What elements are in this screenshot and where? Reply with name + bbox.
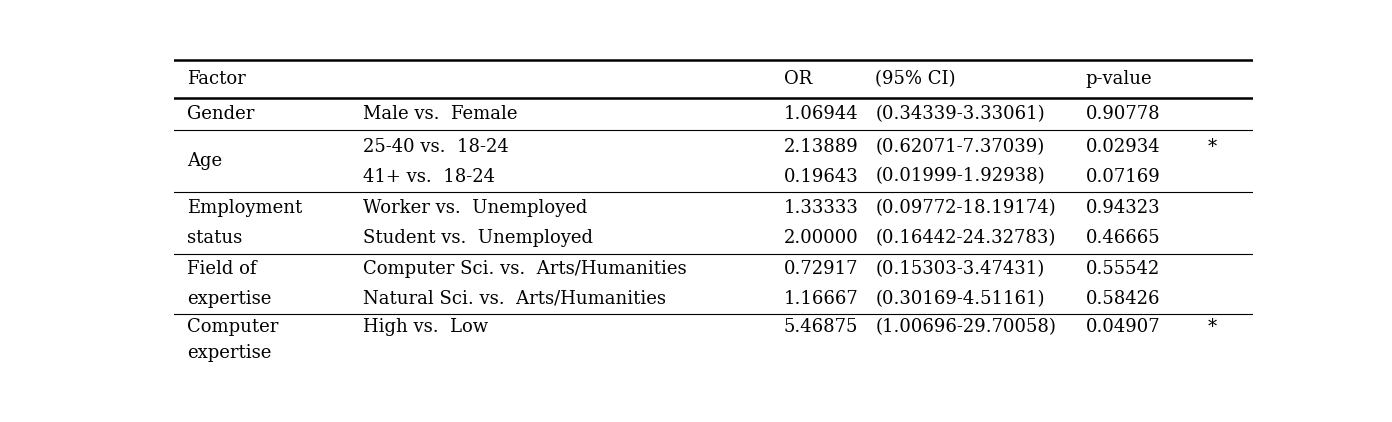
Text: (0.34339-3.33061): (0.34339-3.33061) xyxy=(876,105,1045,123)
Text: Natural Sci. vs.  Arts/Humanities: Natural Sci. vs. Arts/Humanities xyxy=(363,290,665,308)
Text: Male vs.  Female: Male vs. Female xyxy=(363,105,518,123)
Text: 25-40 vs.  18-24: 25-40 vs. 18-24 xyxy=(363,138,508,156)
Text: Employment: Employment xyxy=(187,199,302,217)
Text: 0.02934: 0.02934 xyxy=(1086,138,1160,156)
Text: status: status xyxy=(187,229,242,247)
Text: (0.16442-24.32783): (0.16442-24.32783) xyxy=(876,229,1055,247)
Text: Factor: Factor xyxy=(187,70,246,88)
Text: 0.90778: 0.90778 xyxy=(1086,105,1160,123)
Text: (1.00696-29.70058): (1.00696-29.70058) xyxy=(876,318,1057,336)
Text: (0.01999-1.92938): (0.01999-1.92938) xyxy=(876,168,1045,186)
Text: 2.13889: 2.13889 xyxy=(784,138,859,156)
Text: 1.06944: 1.06944 xyxy=(784,105,857,123)
Text: (0.15303-3.47431): (0.15303-3.47431) xyxy=(876,260,1044,279)
Text: 0.94323: 0.94323 xyxy=(1086,199,1160,217)
Text: Computer Sci. vs.  Arts/Humanities: Computer Sci. vs. Arts/Humanities xyxy=(363,260,686,279)
Text: 0.46665: 0.46665 xyxy=(1086,229,1160,247)
Text: expertise: expertise xyxy=(187,290,271,308)
Text: p-value: p-value xyxy=(1086,70,1153,88)
Text: OR: OR xyxy=(784,70,812,88)
Text: 5.46875: 5.46875 xyxy=(784,318,857,336)
Text: 0.58426: 0.58426 xyxy=(1086,290,1160,308)
Text: (95% CI): (95% CI) xyxy=(876,70,956,88)
Text: High vs.  Low: High vs. Low xyxy=(363,318,489,336)
Text: 2.00000: 2.00000 xyxy=(784,229,859,247)
Text: (0.30169-4.51161): (0.30169-4.51161) xyxy=(876,290,1045,308)
Text: Student vs.  Unemployed: Student vs. Unemployed xyxy=(363,229,593,247)
Text: Field of: Field of xyxy=(187,260,256,279)
Text: expertise: expertise xyxy=(187,344,271,362)
Text: 1.33333: 1.33333 xyxy=(784,199,859,217)
Text: (0.09772-18.19174): (0.09772-18.19174) xyxy=(876,199,1057,217)
Text: 1.16667: 1.16667 xyxy=(784,290,859,308)
Text: 41+ vs.  18-24: 41+ vs. 18-24 xyxy=(363,168,494,186)
Text: 0.72917: 0.72917 xyxy=(784,260,857,279)
Text: *: * xyxy=(1207,318,1217,336)
Text: Age: Age xyxy=(187,152,223,170)
Text: Computer: Computer xyxy=(187,318,278,336)
Text: Worker vs.  Unemployed: Worker vs. Unemployed xyxy=(363,199,587,217)
Text: *: * xyxy=(1207,138,1217,156)
Text: Gender: Gender xyxy=(187,105,255,123)
Text: (0.62071-7.37039): (0.62071-7.37039) xyxy=(876,138,1044,156)
Text: 0.55542: 0.55542 xyxy=(1086,260,1160,279)
Text: 0.07169: 0.07169 xyxy=(1086,168,1161,186)
Text: 0.04907: 0.04907 xyxy=(1086,318,1160,336)
Text: 0.19643: 0.19643 xyxy=(784,168,859,186)
